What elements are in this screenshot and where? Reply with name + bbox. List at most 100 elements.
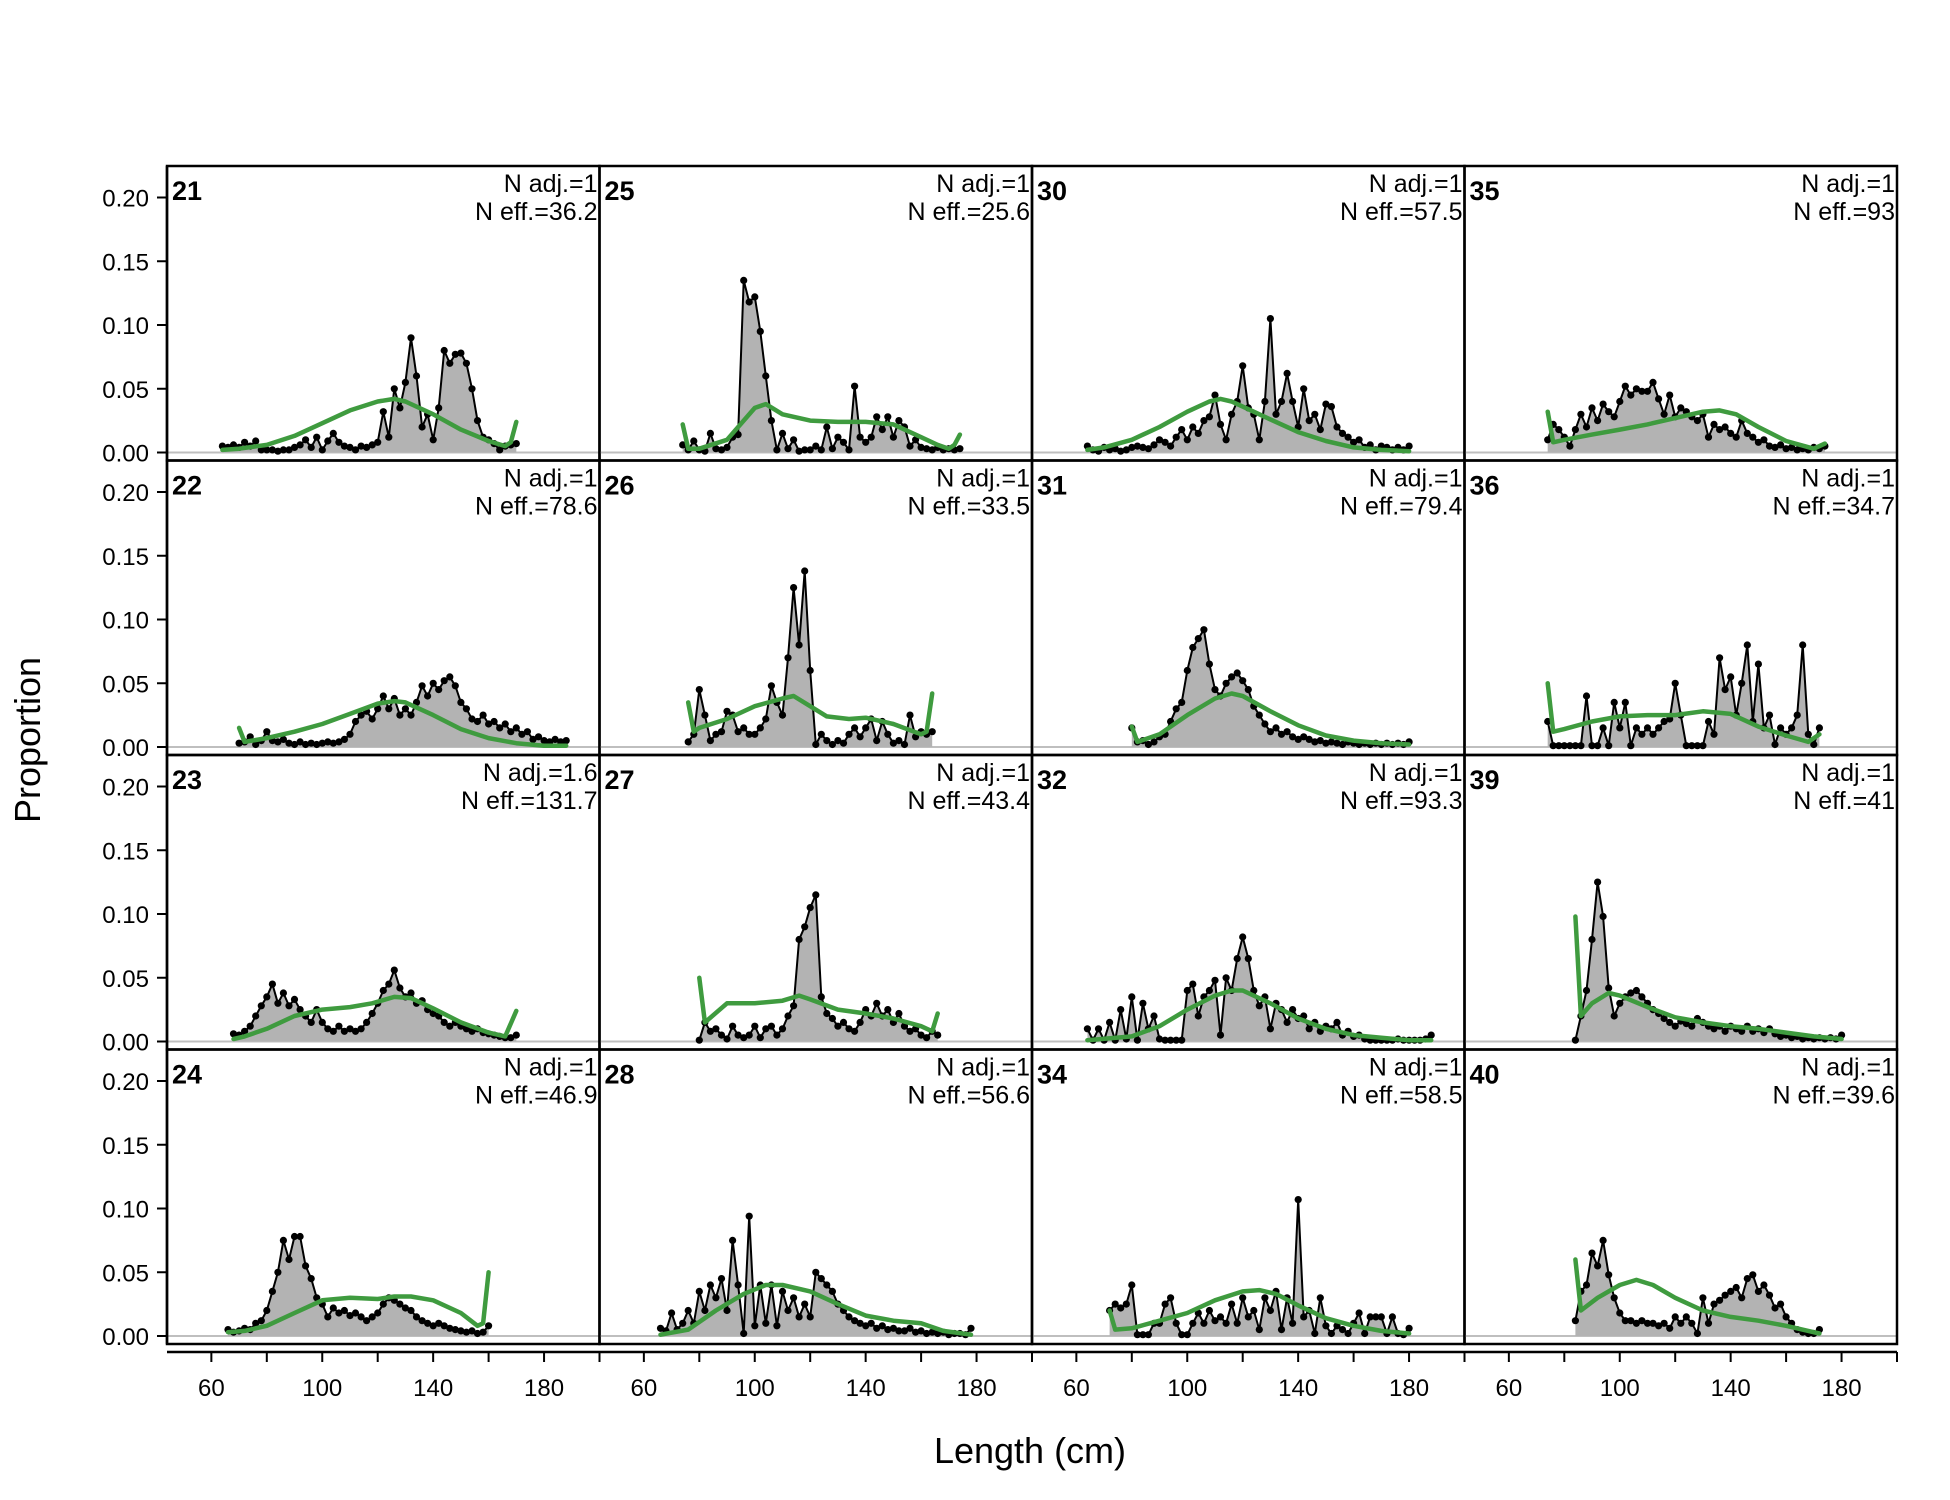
y-tick-label: 0.00 (102, 441, 149, 468)
observed-point (1316, 737, 1324, 745)
observed-point (801, 1300, 809, 1308)
observed-point (1743, 429, 1751, 437)
x-tick-label: 140 (1711, 1375, 1751, 1402)
observed-point (1660, 717, 1668, 726)
n-adj-text: N adj.=1 (936, 759, 1030, 787)
y-tick-label: 0.20 (102, 186, 149, 213)
observed-point (374, 1309, 382, 1317)
observed-point (1632, 1319, 1640, 1327)
observed-point (268, 1287, 276, 1295)
observed-point (1693, 742, 1701, 750)
observed-point (1178, 698, 1186, 707)
observed-point (1333, 1018, 1341, 1026)
observed-point (257, 1317, 265, 1325)
observed-point (1139, 443, 1147, 451)
x-tick-label: 100 (302, 1375, 342, 1402)
panel-28: 28 N adj.=1N eff.=56.6 (598, 1048, 1034, 1346)
observed-point (1682, 1313, 1690, 1321)
observed-point (723, 1035, 731, 1043)
observed-point (340, 442, 348, 450)
observed-point (1721, 1291, 1729, 1299)
observed-point (368, 1313, 376, 1321)
observed-point (529, 735, 537, 744)
observed-point (845, 1025, 853, 1033)
observed-point (1244, 955, 1252, 963)
observed-point (778, 1025, 787, 1033)
observed-point (906, 1027, 914, 1035)
observed-point (790, 436, 798, 444)
observed-point (1255, 711, 1263, 719)
observed-point (263, 446, 271, 454)
observed-point (1322, 1322, 1330, 1330)
panel-frame (1463, 1048, 1899, 1346)
observed-point (1233, 669, 1241, 677)
observed-point (1289, 1319, 1297, 1327)
observed-point (340, 735, 348, 744)
n-eff-text: N eff.=78.6 (475, 493, 598, 521)
observed-point (823, 1009, 831, 1018)
observed-point (928, 446, 936, 454)
y-tick-label: 0.05 (102, 377, 149, 404)
observed-point (1638, 1317, 1646, 1325)
observed-point (1777, 1300, 1785, 1308)
observed-point (1083, 1025, 1091, 1033)
observed-point (1205, 413, 1213, 421)
observed-point (873, 1324, 881, 1332)
panel-23: 23 N adj.=1.6N eff.=131.7 (165, 753, 601, 1051)
observed-point (1222, 1319, 1230, 1327)
observed-point (1350, 438, 1358, 446)
observed-point (756, 327, 764, 335)
observed-point (668, 1309, 676, 1317)
observed-point (1150, 738, 1158, 746)
observed-point (1599, 1236, 1607, 1244)
observed-point (1688, 1022, 1696, 1030)
observed-point (1671, 1022, 1679, 1030)
observed-point (324, 738, 332, 746)
observed-point (1194, 1012, 1202, 1020)
observed-point (313, 433, 321, 441)
observed-point (263, 1306, 271, 1315)
panel-label: 31 (1037, 471, 1067, 501)
observed-point (1621, 382, 1629, 390)
observed-point (1216, 1313, 1225, 1321)
observed-point (302, 1262, 310, 1270)
observed-point (845, 446, 853, 454)
observed-point (862, 438, 870, 446)
observed-point (1754, 660, 1762, 668)
observed-point (751, 730, 759, 738)
observed-point (485, 720, 493, 728)
observed-point (1133, 1331, 1141, 1339)
observed-point (468, 385, 476, 393)
observed-point (1571, 1036, 1579, 1044)
observed-point (446, 359, 454, 367)
expected-line (231, 994, 519, 1042)
observed-point (1610, 413, 1618, 421)
observed-point (1616, 397, 1624, 406)
observed-point (1682, 742, 1690, 750)
observed-area (682, 280, 960, 453)
observed-point (462, 1328, 470, 1336)
observed-point (695, 686, 703, 694)
observed-point (440, 1322, 448, 1330)
observed-point (856, 433, 864, 441)
panel-label: 34 (1037, 1060, 1067, 1090)
observed-point (363, 443, 371, 451)
observed-point (895, 1327, 903, 1335)
observed-point (801, 923, 809, 931)
observed-point (457, 698, 465, 707)
observed-point (512, 1031, 520, 1039)
observed-point (795, 641, 803, 649)
x-tick-label: 140 (413, 1375, 453, 1402)
panel-label: 39 (1470, 765, 1500, 795)
observed-point (762, 1319, 770, 1327)
observed-point (1205, 660, 1213, 668)
observed-point (1189, 980, 1197, 988)
observed-point (279, 735, 287, 744)
observed-point (1765, 711, 1774, 719)
observed-point (1782, 1313, 1790, 1321)
observed-point (285, 1255, 293, 1264)
observed-point (717, 446, 726, 454)
observed-point (1172, 433, 1180, 441)
observed-point (1128, 993, 1136, 1001)
observed-point (784, 1306, 792, 1315)
